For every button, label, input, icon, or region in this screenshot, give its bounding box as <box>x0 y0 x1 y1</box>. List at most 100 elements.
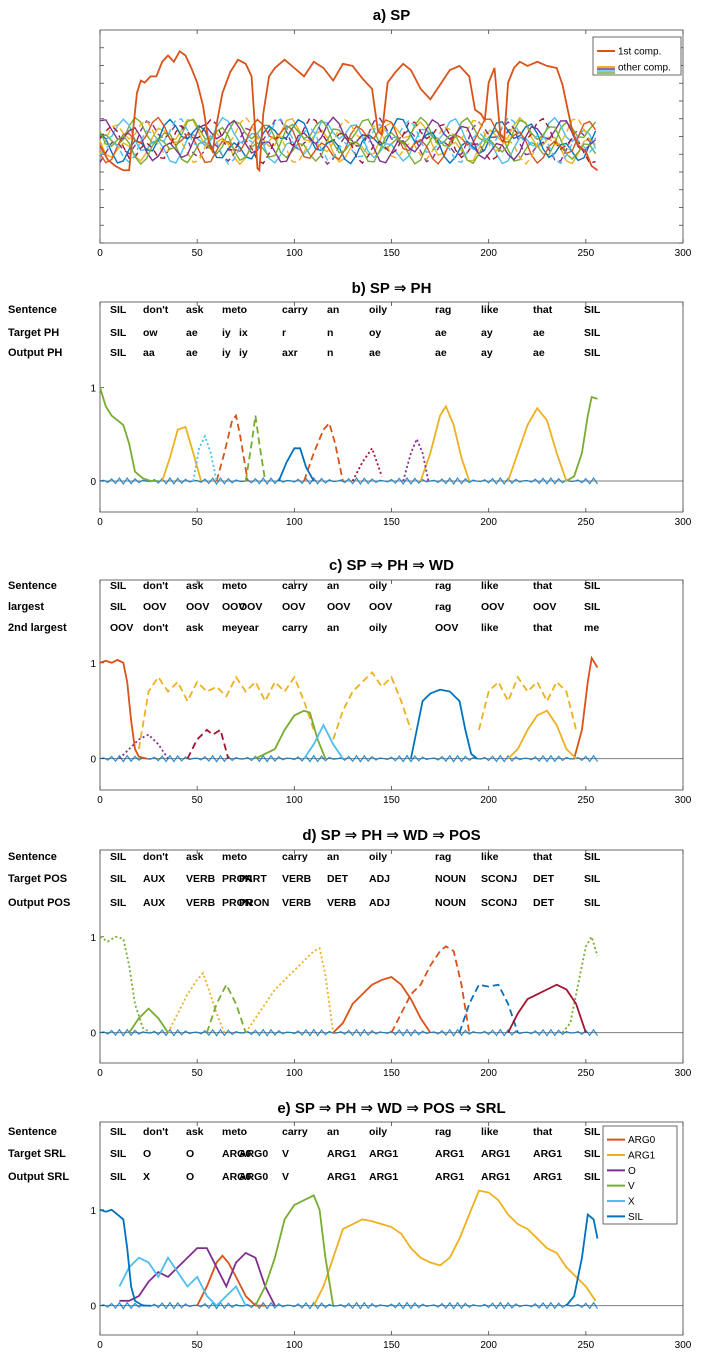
series-line-d-6 <box>458 983 519 1033</box>
other-component-line <box>99 116 596 165</box>
other-component-line <box>99 116 597 166</box>
token-e: V <box>282 1171 289 1183</box>
x-tick-label-d: 200 <box>480 1068 497 1079</box>
token-d: PRON <box>222 897 252 909</box>
token-c: meyear <box>222 622 259 634</box>
token-b: iy <box>239 347 248 359</box>
token-d: DET <box>327 873 349 885</box>
series-line-d-8 <box>206 982 247 1033</box>
token-c: SIL <box>584 601 601 613</box>
series-line-b-5 <box>215 413 249 482</box>
series-line-b-7 <box>277 447 315 482</box>
token-b: meto <box>222 304 247 316</box>
token-e: SIL <box>110 1171 127 1183</box>
row-label-b: Sentence <box>8 304 57 316</box>
token-b: ae <box>186 347 198 359</box>
legend-entry-arg0: ARG0 <box>628 1135 656 1146</box>
token-e: ARG1 <box>327 1171 356 1183</box>
token-d: DET <box>533 897 555 909</box>
x-tick-label-c: 250 <box>577 795 594 806</box>
token-e: ask <box>186 1126 204 1138</box>
token-d: don't <box>143 851 169 863</box>
token-d: PRON <box>222 873 252 885</box>
token-c: OOV <box>327 601 350 613</box>
x-tick-label-c: 300 <box>675 795 692 806</box>
x-tick-label-a: 0 <box>97 248 103 259</box>
token-e: O <box>186 1171 194 1183</box>
token-b: like <box>481 304 499 316</box>
token-c: ask <box>186 622 204 634</box>
token-b: SIL <box>584 347 601 359</box>
row-label-e: Target SRL <box>8 1148 66 1160</box>
y-tick-label-b: 1 <box>90 384 96 395</box>
token-d: PART <box>239 873 267 885</box>
token-d: VERB <box>186 897 216 909</box>
token-d: SCONJ <box>481 897 517 909</box>
row-label-b: Target PH <box>8 327 59 339</box>
x-tick-label-e: 300 <box>675 1340 692 1351</box>
series-line-c-7 <box>255 709 327 760</box>
token-c: SIL <box>584 580 601 592</box>
other-component-line <box>99 116 597 165</box>
series-line-c-4 <box>478 675 577 731</box>
x-tick-label-c: 100 <box>286 795 303 806</box>
token-e: carry <box>282 1126 308 1138</box>
token-c: oily <box>369 580 387 592</box>
token-e: ARG0 <box>222 1171 251 1183</box>
baseline-noise-e <box>99 1301 598 1310</box>
token-e: SIL <box>110 1148 127 1160</box>
series-line-d-5 <box>390 945 471 1034</box>
token-c: OOV <box>481 601 504 613</box>
x-tick-label-b: 250 <box>577 517 594 528</box>
token-d: SIL <box>110 897 127 909</box>
token-b: ae <box>186 327 198 339</box>
y-tick-label-b: 0 <box>90 477 96 488</box>
row-label-d: Target POS <box>8 873 67 885</box>
token-c: rag <box>435 601 451 613</box>
legend-entry-o: O <box>628 1166 636 1177</box>
token-c: an <box>327 580 339 592</box>
token-e: don't <box>143 1126 169 1138</box>
x-tick-label-b: 300 <box>675 517 692 528</box>
token-c: like <box>481 580 499 592</box>
token-c: that <box>533 622 553 634</box>
token-b: ix <box>239 327 248 339</box>
other-component-line <box>99 117 596 165</box>
legend-entry-sil: SIL <box>628 1212 643 1223</box>
legend-entry-other-comp-: other comp. <box>618 63 671 74</box>
token-b: SIL <box>584 304 601 316</box>
row-label-e: Sentence <box>8 1126 57 1138</box>
token-c: ask <box>186 580 204 592</box>
token-b: r <box>282 327 286 339</box>
x-tick-label-d: 150 <box>383 1068 400 1079</box>
token-d: SIL <box>584 851 601 863</box>
token-b: axr <box>282 347 298 359</box>
series-line-b-6 <box>303 421 344 482</box>
y-tick-label-d: 0 <box>90 1029 96 1040</box>
token-d: rag <box>435 851 451 863</box>
token-e: like <box>481 1126 499 1138</box>
token-e: SIL <box>584 1171 601 1183</box>
series-line-b-1 <box>565 395 598 482</box>
other-component-line <box>99 116 597 165</box>
token-e: ARG1 <box>435 1148 464 1160</box>
series-line-b-11 <box>351 446 383 482</box>
series-line-b-4 <box>507 406 568 482</box>
token-c: OOV <box>186 601 209 613</box>
token-d: oily <box>369 851 387 863</box>
token-d: ADJ <box>369 897 390 909</box>
token-d: VERB <box>282 897 312 909</box>
series-line-e-sil <box>99 1208 151 1307</box>
series-line-e-o <box>119 1247 276 1307</box>
x-tick-label-b: 200 <box>480 517 497 528</box>
token-c: an <box>327 622 339 634</box>
series-line-c-3 <box>332 670 412 740</box>
x-tick-label-b: 50 <box>192 517 204 528</box>
token-d: like <box>481 851 499 863</box>
token-e: O <box>143 1148 151 1160</box>
token-c: don't <box>143 622 169 634</box>
token-c: that <box>533 580 553 592</box>
series-line-d-0 <box>99 935 151 1034</box>
y-tick-label-d: 1 <box>90 933 96 944</box>
